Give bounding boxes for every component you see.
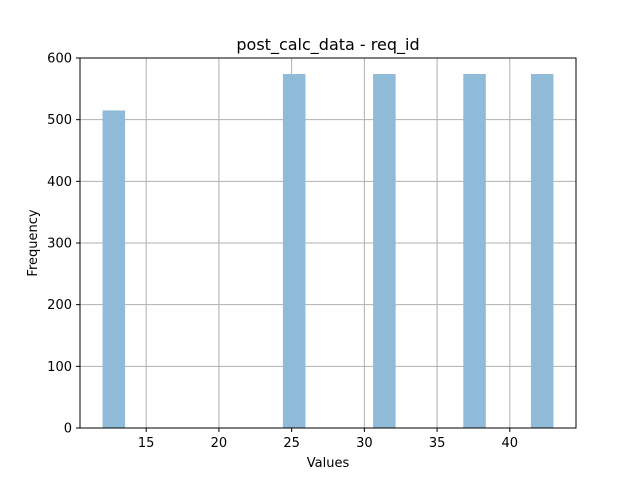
x-tick-label: 20 [211, 436, 228, 451]
bars [102, 74, 554, 429]
histogram-bar [373, 74, 396, 429]
y-tick-label: 300 [47, 237, 72, 252]
x-axis-title: Values [307, 456, 350, 471]
y-tick-label: 600 [47, 52, 72, 67]
y-tick-label: 400 [47, 175, 72, 190]
y-tick-label: 500 [47, 113, 72, 128]
x-tick-label: 35 [429, 436, 446, 451]
y-ticks: 0 100 200 300 400 500 600 [47, 52, 80, 437]
y-axis-title: Frequency [26, 209, 41, 276]
histogram-bar [102, 110, 126, 429]
y-tick-label: 100 [47, 360, 72, 375]
y-tick-label: 200 [47, 298, 72, 313]
y-tick-label: 0 [64, 422, 72, 437]
x-tick-label: 25 [283, 436, 300, 451]
chart-title: post_calc_data - req_id [236, 35, 419, 55]
x-tick-label: 30 [356, 436, 373, 451]
x-ticks: 15 20 25 30 35 40 [138, 428, 518, 451]
histogram-bar [530, 74, 554, 429]
histogram-bar [463, 74, 486, 429]
histogram-bar [282, 74, 306, 429]
x-tick-label: 40 [502, 436, 519, 451]
x-tick-label: 15 [138, 436, 155, 451]
